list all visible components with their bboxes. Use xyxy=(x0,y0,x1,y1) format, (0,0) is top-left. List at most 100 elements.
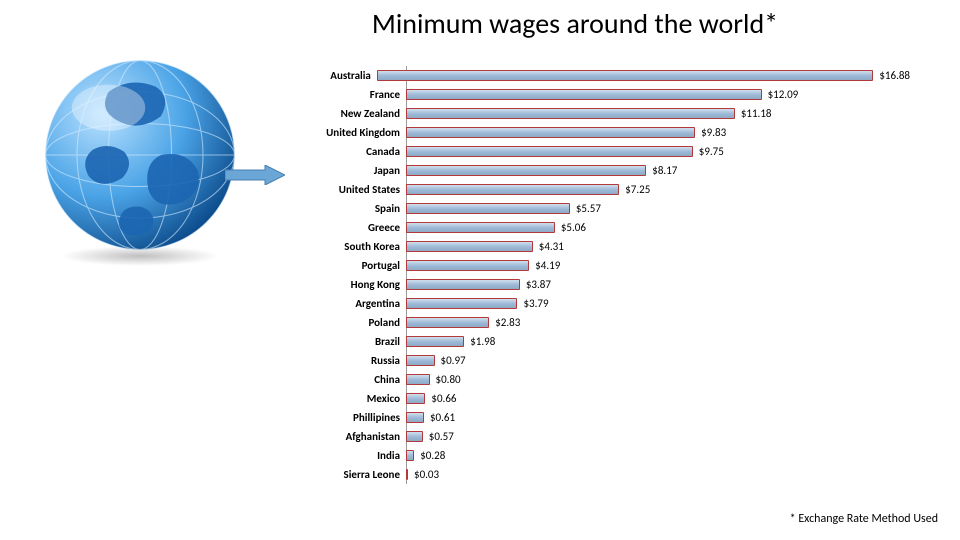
bar-row: Brazil$1.98 xyxy=(300,332,910,351)
bar-label: Spain xyxy=(300,202,406,215)
bar-row: Phillipines $0.61 xyxy=(300,408,910,427)
bar-track: $0.97 xyxy=(406,354,910,367)
bar-label: South Korea xyxy=(300,240,406,253)
bar xyxy=(406,431,423,442)
bar-track: $0.66 xyxy=(406,392,910,405)
bar-track: $16.88 xyxy=(377,69,910,82)
bar-value: $9.83 xyxy=(701,126,726,139)
arrow-icon xyxy=(225,165,285,190)
bar-value: $1.98 xyxy=(470,335,495,348)
bar-label: Russia xyxy=(300,354,406,367)
footnote: * Exchange Rate Method Used xyxy=(790,512,938,526)
bar-track: $12.09 xyxy=(406,88,910,101)
bar-row: Portugal $4.19 xyxy=(300,256,910,275)
bar-value: $0.61 xyxy=(430,411,455,424)
bar-track: $5.06 xyxy=(406,221,910,234)
bar-row: New Zealand $11.18 xyxy=(300,104,910,123)
bar-row: South Korea $4.31 xyxy=(300,237,910,256)
bar-value: $0.66 xyxy=(431,392,456,405)
bar xyxy=(406,108,735,119)
bar-track: $5.57 xyxy=(406,202,910,215)
bar xyxy=(406,260,529,271)
bar xyxy=(406,298,517,309)
bar xyxy=(406,222,555,233)
bar-label: China xyxy=(300,373,406,386)
bar-row: Sierra Leone $0.03 xyxy=(300,465,910,484)
bar-value: $0.80 xyxy=(436,373,461,386)
bar xyxy=(406,412,424,423)
bar-track: $0.80 xyxy=(406,373,910,386)
minimum-wage-bar-chart: Australia $16.88 France$12.09 New Zealand $1… xyxy=(300,66,910,484)
bar-label: Japan xyxy=(300,164,406,177)
bar-label: Argentina xyxy=(300,297,406,310)
bar-value: $12.09 xyxy=(768,88,799,101)
bar xyxy=(406,336,464,347)
bar xyxy=(406,355,435,366)
bar-track: $8.17 xyxy=(406,164,910,177)
bar-label: United Kingdom xyxy=(300,126,406,139)
bar xyxy=(406,146,693,157)
bar-value: $11.18 xyxy=(741,107,772,120)
bar-row: India $0.28 xyxy=(300,446,910,465)
bar-label: Afghanistan xyxy=(300,430,406,443)
bar-value: $8.17 xyxy=(652,164,677,177)
slide: Minimum wages around the world* xyxy=(0,0,960,540)
bar-value: $0.03 xyxy=(414,468,439,481)
bar-label: Mexico xyxy=(300,392,406,405)
page-title: Minimum wages around the world* xyxy=(0,6,960,41)
bar-track: $9.75 xyxy=(406,145,910,158)
bar-label: Greece xyxy=(300,221,406,234)
bar-value: $7.25 xyxy=(625,183,650,196)
bar-value: $5.57 xyxy=(576,202,601,215)
bar xyxy=(406,374,430,385)
bar-value: $4.19 xyxy=(535,259,560,272)
bar xyxy=(406,184,619,195)
bar-track: $0.03 xyxy=(406,468,910,481)
bar-track: $7.25 xyxy=(406,183,910,196)
bar-value: $3.79 xyxy=(523,297,548,310)
bar-track: $2.83 xyxy=(406,316,910,329)
bar-row: Afghanistan$0.57 xyxy=(300,427,910,446)
bar-track: $4.19 xyxy=(406,259,910,272)
bar-row: Argentina $3.79 xyxy=(300,294,910,313)
bar-row: Russia $0.97 xyxy=(300,351,910,370)
bar-value: $0.97 xyxy=(441,354,466,367)
bar-value: $5.06 xyxy=(561,221,586,234)
bar-label: New Zealand xyxy=(300,107,406,120)
bar-row: China $0.80 xyxy=(300,370,910,389)
bar xyxy=(377,70,873,81)
bar-track: $1.98 xyxy=(406,335,910,348)
bar-value: $16.88 xyxy=(879,69,910,82)
bar-label: United States xyxy=(300,183,406,196)
bar-row: Canada$9.75 xyxy=(300,142,910,161)
bar-value: $3.87 xyxy=(526,278,551,291)
bar-row: France$12.09 xyxy=(300,85,910,104)
bar-value: $4.31 xyxy=(539,240,564,253)
bar-value: $0.28 xyxy=(420,449,445,462)
bar-track: $3.79 xyxy=(406,297,910,310)
bar xyxy=(406,89,762,100)
bar-track: $4.31 xyxy=(406,240,910,253)
bar-label: Hong Kong xyxy=(300,278,406,291)
bar-label: India xyxy=(300,449,406,462)
globe-shadow xyxy=(60,246,220,266)
bar-label: Canada xyxy=(300,145,406,158)
bar-row: United Kingdom $9.83 xyxy=(300,123,910,142)
bar-track: $0.61 xyxy=(406,411,910,424)
bar-label: Portugal xyxy=(300,259,406,272)
bar xyxy=(406,279,520,290)
bar-label: Australia xyxy=(300,69,377,82)
bar-track: $0.28 xyxy=(406,449,910,462)
bar-track: $0.57 xyxy=(406,430,910,443)
bar xyxy=(406,241,533,252)
bar-label: Sierra Leone xyxy=(300,468,406,481)
bar-row: Spain $5.57 xyxy=(300,199,910,218)
bar-track: $9.83 xyxy=(406,126,910,139)
bar-label: Poland xyxy=(300,316,406,329)
bar-row: Mexico $0.66 xyxy=(300,389,910,408)
bar-label: Phillipines xyxy=(300,411,406,424)
bar-row: Hong Kong $3.87 xyxy=(300,275,910,294)
bar-row: Japan $8.17 xyxy=(300,161,910,180)
bar xyxy=(406,127,695,138)
bar-row: Poland$2.83 xyxy=(300,313,910,332)
